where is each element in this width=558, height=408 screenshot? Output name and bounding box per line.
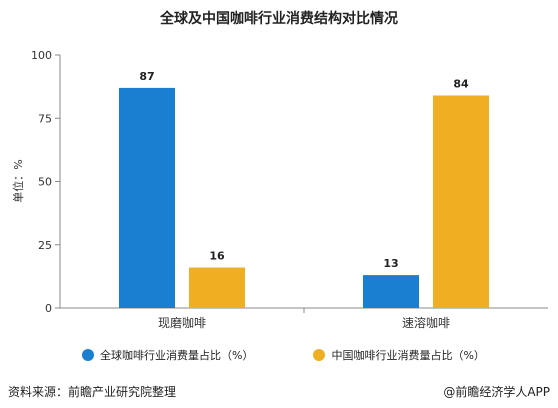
source-note: 资料来源：前瞻产业研究院整理 [8, 385, 177, 399]
bar-global [119, 87, 175, 308]
legend-label-china: 中国咖啡行业消费量占比（%） [331, 349, 485, 362]
y-tick-label: 0 [45, 302, 52, 315]
data-label: 16 [209, 250, 225, 263]
data-label: 13 [383, 257, 398, 270]
data-label: 87 [139, 70, 154, 83]
bar-china [433, 95, 489, 308]
chart-legend: 全球咖啡行业消费量占比（%） 中国咖啡行业消费量占比（%） [82, 347, 485, 363]
data-label: 84 [453, 77, 469, 90]
legend-label-global: 全球咖啡行业消费量占比（%） [100, 349, 254, 362]
y-tick-label: 75 [38, 112, 52, 125]
y-tick-label: 50 [38, 176, 52, 189]
legend-swatch-global [82, 349, 94, 361]
bar-chart: 0 25 50 75 100 单位：% 现磨咖啡 87 16 速溶咖啡 13 84 [11, 49, 548, 330]
credit-note: @前瞻经济学人APP [443, 385, 550, 399]
legend-item-global: 全球咖啡行业消费量占比（%） [82, 347, 253, 363]
x-tick-label: 现磨咖啡 [158, 315, 206, 330]
legend-item-china: 中国咖啡行业消费量占比（%） [313, 347, 485, 363]
bar-china [189, 267, 245, 308]
y-tick-label: 25 [38, 239, 52, 252]
x-tick-label: 速溶咖啡 [402, 315, 450, 330]
legend-swatch-china [313, 349, 326, 361]
y-axis-title: 单位：% [11, 159, 25, 202]
y-tick-label: 100 [31, 49, 52, 62]
chart-title: 全球及中国咖啡行业消费结构对比情况 [160, 11, 398, 27]
bar-global [363, 275, 419, 308]
